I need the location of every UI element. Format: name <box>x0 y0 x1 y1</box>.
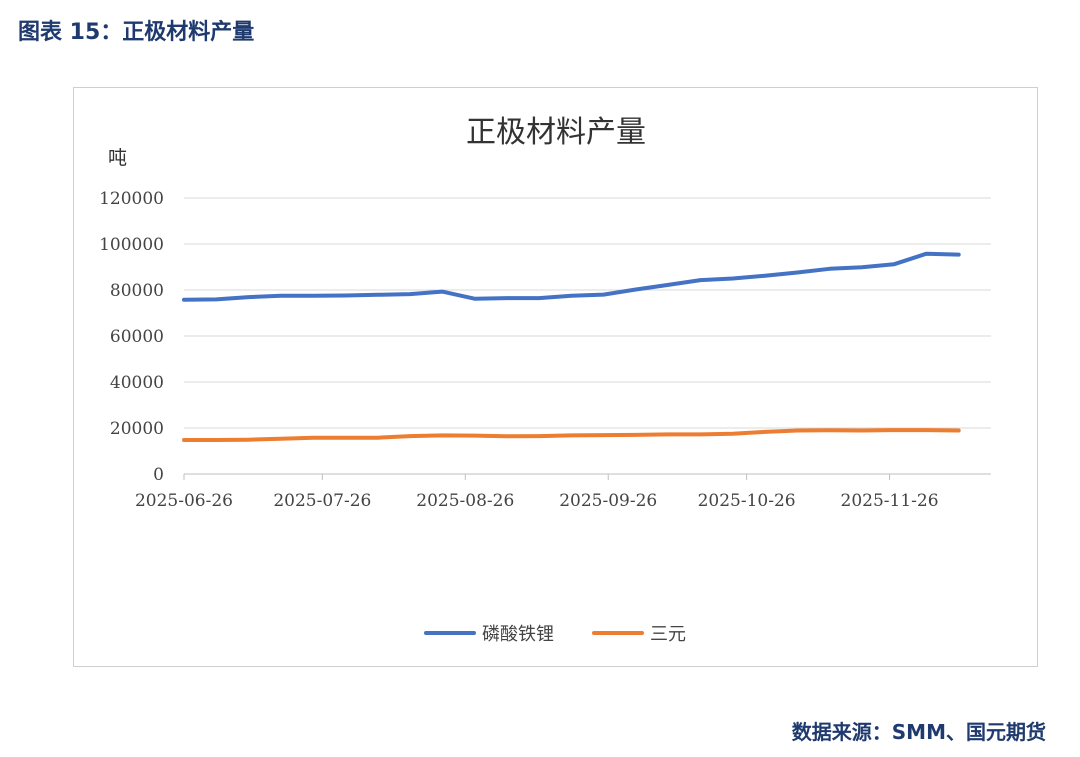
legend-label: 磷酸铁锂 <box>482 624 554 645</box>
x-tick-label: 2025-10-26 <box>698 491 796 511</box>
y-tick-label: 20000 <box>110 419 164 439</box>
legend: 磷酸铁锂 三元 <box>424 624 686 645</box>
y-tick-label: 40000 <box>110 373 164 393</box>
y-tick-label: 100000 <box>99 235 164 255</box>
y-tick-label: 80000 <box>110 281 164 301</box>
series-lines <box>182 251 961 442</box>
y-axis-unit-label: 吨 <box>108 147 127 169</box>
chart-title: 正极材料产量 <box>466 115 646 150</box>
y-tick-label: 0 <box>153 465 164 485</box>
x-tick-label: 2025-08-26 <box>416 491 514 511</box>
x-axis: 2025-06-26 2025-07-26 2025-08-26 2025-09-26… <box>135 473 991 511</box>
x-tick-label: 2025-11-26 <box>841 491 939 511</box>
gridlines <box>184 197 991 429</box>
figure-label: 图表 15：正极材料产量 <box>18 20 255 45</box>
legend-label: 三元 <box>650 624 686 645</box>
x-tick-label: 2025-09-26 <box>559 491 657 511</box>
y-tick-labels: 0 20000 40000 60000 80000 100000 120000 <box>99 189 164 485</box>
source-note: 数据来源：SMM、国元期货 <box>791 720 1046 744</box>
x-tick-label: 2025-07-26 <box>273 491 371 511</box>
y-tick-label: 60000 <box>110 327 164 347</box>
line-chart: 正极材料产量 吨 0 20000 40000 60000 80000 100000 1200… <box>99 115 991 645</box>
y-tick-label: 120000 <box>99 189 164 209</box>
series-line-ncm <box>182 428 961 442</box>
x-tick-label: 2025-06-26 <box>135 491 233 511</box>
chart-frame: 正极材料产量 吨 0 20000 40000 60000 80000 100000 1200… <box>73 87 1038 667</box>
series-line-lfp <box>182 251 961 302</box>
